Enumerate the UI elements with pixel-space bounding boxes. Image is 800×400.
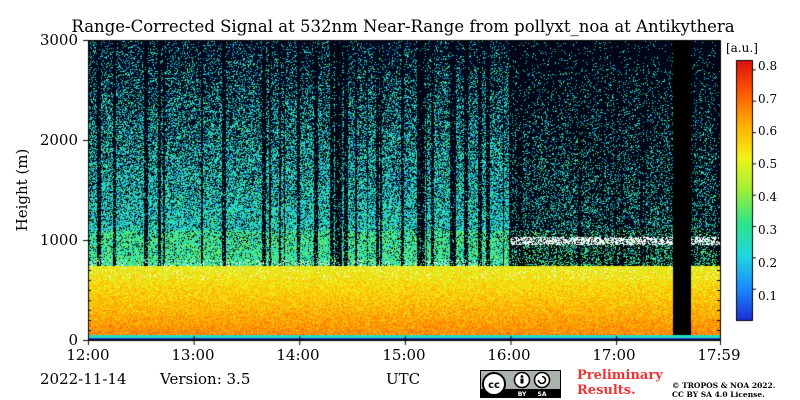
y-axis-label: Height (m) (13, 148, 31, 232)
y-tick-label: 2000 (39, 131, 78, 149)
colorbar-tick-label: 0.3 (758, 223, 778, 237)
x-tick-label: 17:00 (592, 346, 636, 364)
version-label: Version: 3.5 (160, 370, 251, 388)
x-tick-label: 12:00 (66, 346, 110, 364)
colorbar-tick-label: 0.1 (758, 289, 778, 303)
sa-text: SA (538, 391, 547, 398)
colorbar-unit-label: [a.u.] (726, 41, 758, 55)
by-text: BY (518, 391, 527, 398)
colorbar-tick-label: 0.7 (758, 92, 778, 106)
cc-by-sa-logo: cc BY SA (480, 370, 561, 398)
date-label: 2022-11-14 (40, 370, 127, 388)
colorbar-tick-label: 0.6 (758, 124, 778, 138)
preliminary-notice: Preliminary Results. (577, 368, 663, 398)
preliminary-line-1: Preliminary (577, 368, 663, 383)
copyright-notice: © TROPOS & NOA 2022. CC BY SA 4.0 Licens… (672, 381, 775, 399)
colorbar-tick-label: 0.2 (758, 256, 778, 270)
colorbar-tick-label: 0.8 (758, 59, 778, 73)
x-axis-label: UTC (386, 370, 421, 388)
colorbar-tick-label: 0.5 (758, 157, 778, 171)
x-tick-label: 17:59 (697, 346, 741, 364)
x-tick-label: 16:00 (487, 346, 531, 364)
x-tick-label: 13:00 (171, 346, 215, 364)
x-tick-label: 15:00 (382, 346, 426, 364)
sa-icon (533, 371, 551, 389)
y-tick-label: 3000 (39, 31, 78, 49)
preliminary-line-2: Results. (577, 383, 636, 398)
copyright-line-2: CC BY SA 4.0 License. (672, 390, 765, 399)
copyright-line-1: © TROPOS & NOA 2022. (672, 381, 776, 390)
chart-title: Range-Corrected Signal at 532nm Near-Ran… (71, 17, 735, 36)
y-tick-label: 0 (68, 331, 78, 349)
cc-text: cc (488, 380, 500, 391)
x-tick-label: 14:00 (276, 346, 320, 364)
colorbar-tick-label: 0.4 (758, 190, 778, 204)
y-tick-label: 1000 (39, 231, 78, 249)
